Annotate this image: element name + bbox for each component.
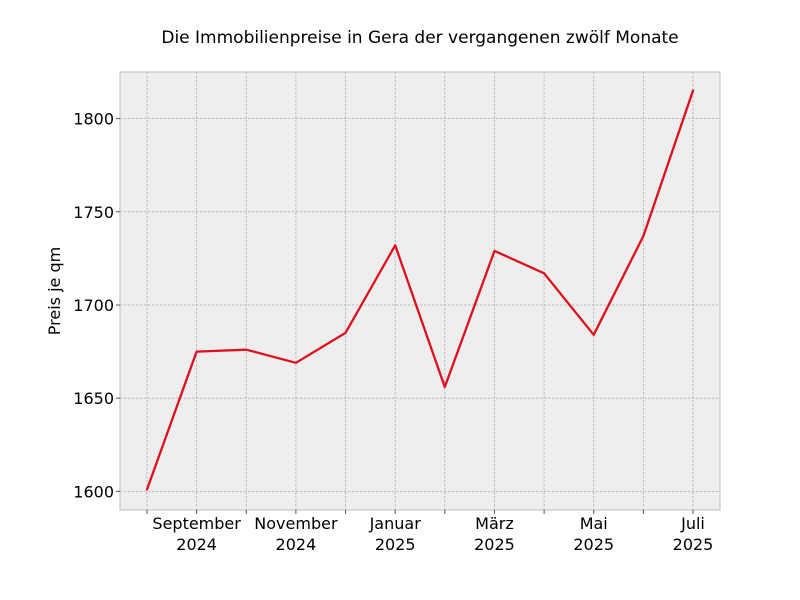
x-tick-label: November 2024 (254, 514, 338, 554)
y-tick-label: 1700 (73, 296, 114, 315)
plot-area (119, 71, 721, 511)
x-tick-label: März 2025 (474, 514, 515, 554)
grid (120, 72, 720, 510)
chart-title: Die Immobilienpreise in Gera der vergang… (161, 28, 678, 48)
y-tick-label: 1600 (73, 482, 114, 501)
x-tick-label: Januar 2025 (369, 514, 422, 554)
y-axis-label: Preis je qm (45, 247, 64, 335)
series-line (145, 89, 695, 491)
series-group (145, 89, 695, 491)
y-tick-label: 1750 (73, 203, 114, 222)
x-tick-label: Mai 2025 (573, 514, 614, 554)
x-tick-label: Juli 2025 (673, 514, 714, 554)
ticks: 1600 1650 1700 1750 1800 September 2024 Novembe… (73, 110, 713, 554)
y-tick-label: 1800 (73, 110, 114, 129)
x-tick-label: September 2024 (152, 514, 241, 554)
y-tick-label: 1650 (73, 389, 114, 408)
